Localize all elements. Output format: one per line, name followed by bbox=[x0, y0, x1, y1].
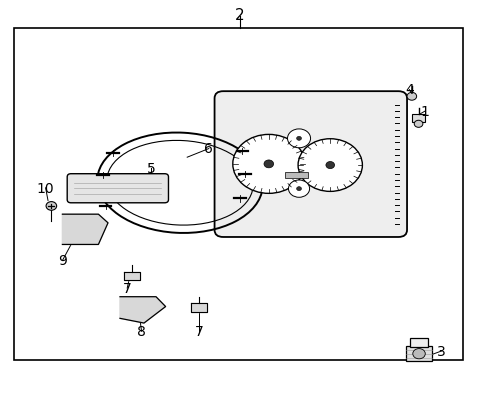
Text: 9: 9 bbox=[58, 254, 67, 268]
Bar bbox=[14, 28, 463, 360]
Circle shape bbox=[297, 187, 301, 191]
Circle shape bbox=[264, 160, 274, 168]
Polygon shape bbox=[120, 297, 166, 323]
Circle shape bbox=[46, 202, 57, 210]
Circle shape bbox=[326, 162, 335, 169]
Circle shape bbox=[297, 136, 301, 140]
Bar bbox=[412, 114, 425, 122]
Text: 1: 1 bbox=[420, 105, 429, 119]
Polygon shape bbox=[62, 214, 108, 244]
Text: 7: 7 bbox=[123, 282, 132, 296]
Polygon shape bbox=[124, 272, 140, 280]
Text: 5: 5 bbox=[147, 162, 156, 176]
Text: 10: 10 bbox=[37, 182, 54, 196]
Circle shape bbox=[288, 129, 311, 148]
Text: 7: 7 bbox=[195, 325, 204, 339]
Text: 3: 3 bbox=[437, 345, 446, 359]
Text: 4: 4 bbox=[405, 83, 414, 97]
Circle shape bbox=[407, 92, 417, 100]
Circle shape bbox=[413, 349, 425, 359]
Text: 6: 6 bbox=[204, 142, 213, 156]
Text: 2: 2 bbox=[235, 8, 245, 23]
Circle shape bbox=[414, 120, 423, 127]
Text: 8: 8 bbox=[137, 325, 146, 339]
Circle shape bbox=[298, 139, 362, 191]
Bar bbox=[406, 346, 432, 361]
Bar bbox=[410, 338, 428, 347]
Circle shape bbox=[233, 134, 305, 193]
Polygon shape bbox=[191, 303, 207, 312]
FancyBboxPatch shape bbox=[67, 174, 168, 203]
Bar bbox=[285, 172, 308, 178]
FancyBboxPatch shape bbox=[215, 91, 407, 237]
Circle shape bbox=[288, 180, 310, 197]
